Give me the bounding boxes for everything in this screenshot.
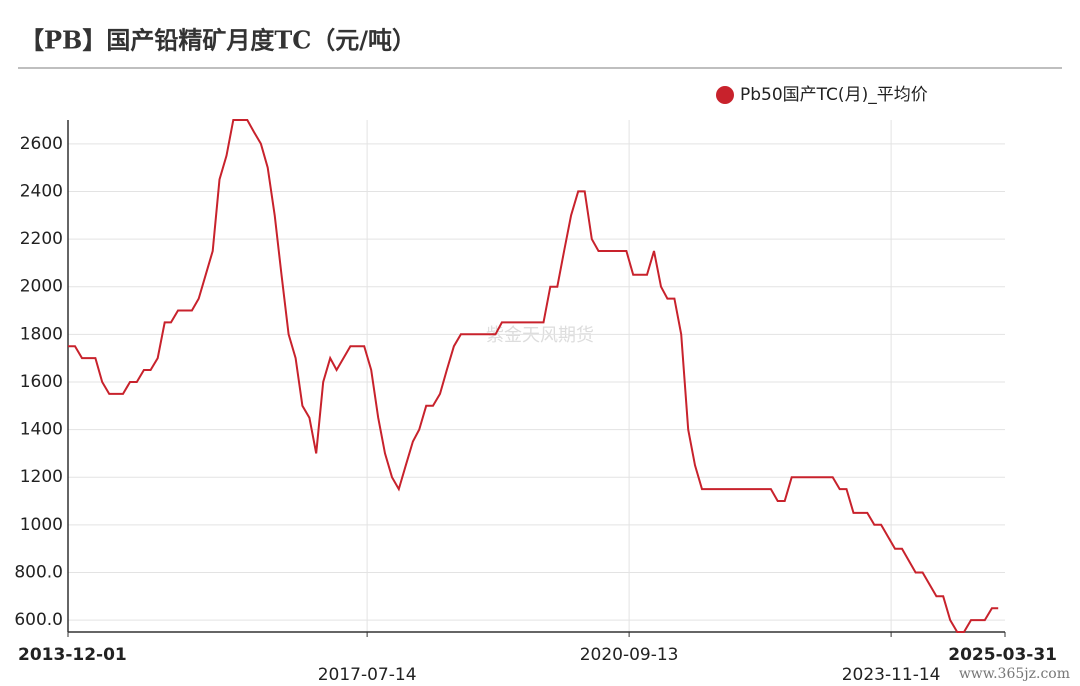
y-tick-label: 1000 xyxy=(20,515,63,535)
y-tick-label: 2600 xyxy=(20,134,63,154)
y-tick-label: 1800 xyxy=(20,324,63,344)
x-tick-label: 2020-09-13 xyxy=(580,645,679,665)
legend-label: Pb50国产TC(月)_平均价 xyxy=(740,85,928,105)
y-tick-label: 1200 xyxy=(20,467,63,487)
y-tick-label: 2400 xyxy=(20,181,63,201)
legend-marker xyxy=(716,86,734,104)
watermark: 紫金天风期货 xyxy=(486,325,594,346)
y-tick-label: 800.0 xyxy=(14,562,63,582)
x-tick-label: 2025-03-31 xyxy=(948,645,1057,665)
series-line xyxy=(68,119,999,633)
chart-title: 【PB】国产铅精矿月度TC（元/吨） xyxy=(20,26,416,55)
y-tick-label: 2000 xyxy=(20,277,63,297)
y-tick-label: 600.0 xyxy=(14,610,63,630)
y-tick-label: 2200 xyxy=(20,229,63,249)
x-tick-label: 2013-12-01 xyxy=(18,645,127,665)
x-tick-label: 2023-11-14 xyxy=(842,665,941,685)
footer: www.365jz.com xyxy=(959,666,1070,682)
y-tick-label: 1600 xyxy=(20,372,63,392)
x-tick-label: 2017-07-14 xyxy=(318,665,417,685)
y-tick-label: 1400 xyxy=(20,420,63,440)
